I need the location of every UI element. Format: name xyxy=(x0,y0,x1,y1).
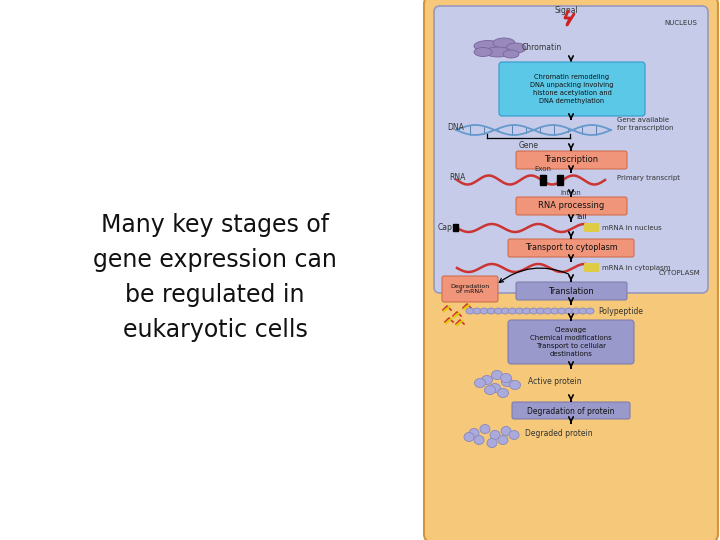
Ellipse shape xyxy=(474,48,492,57)
Ellipse shape xyxy=(487,438,497,448)
Ellipse shape xyxy=(523,308,531,314)
Ellipse shape xyxy=(482,375,492,384)
FancyBboxPatch shape xyxy=(516,197,627,215)
FancyBboxPatch shape xyxy=(424,0,718,540)
Ellipse shape xyxy=(536,308,544,314)
Text: Degradation of protein: Degradation of protein xyxy=(527,407,615,415)
Ellipse shape xyxy=(485,386,495,395)
Text: mRNA in nucleus: mRNA in nucleus xyxy=(602,225,662,231)
Ellipse shape xyxy=(492,370,503,380)
Ellipse shape xyxy=(474,435,484,444)
Text: DNA: DNA xyxy=(447,124,464,132)
Text: CYTOPLASM: CYTOPLASM xyxy=(658,270,700,276)
Ellipse shape xyxy=(500,374,511,382)
Ellipse shape xyxy=(490,383,500,393)
FancyBboxPatch shape xyxy=(508,239,634,257)
Ellipse shape xyxy=(529,308,538,314)
Text: Degradation
of mRNA: Degradation of mRNA xyxy=(451,284,490,294)
Ellipse shape xyxy=(502,377,513,387)
Text: eukaryotic cells: eukaryotic cells xyxy=(122,318,307,342)
Ellipse shape xyxy=(473,308,481,314)
Text: Translation: Translation xyxy=(548,287,594,295)
Ellipse shape xyxy=(485,47,511,57)
Text: Gene: Gene xyxy=(518,141,539,150)
Ellipse shape xyxy=(493,38,515,48)
Text: Cleavage
Chemical modifications
Transport to cellular
destinations: Cleavage Chemical modifications Transpor… xyxy=(530,327,612,357)
Ellipse shape xyxy=(510,381,521,389)
Text: RNA: RNA xyxy=(449,173,465,183)
Ellipse shape xyxy=(480,308,488,314)
Ellipse shape xyxy=(509,430,519,440)
Ellipse shape xyxy=(498,435,508,444)
Text: Transcription: Transcription xyxy=(544,156,598,165)
FancyBboxPatch shape xyxy=(584,223,599,232)
Ellipse shape xyxy=(474,379,485,388)
FancyBboxPatch shape xyxy=(516,282,627,300)
Text: Cap: Cap xyxy=(437,224,452,233)
Ellipse shape xyxy=(469,429,479,437)
Ellipse shape xyxy=(501,427,511,435)
Text: be regulated in: be regulated in xyxy=(125,283,305,307)
Text: Signal: Signal xyxy=(554,6,578,15)
Text: Tail: Tail xyxy=(575,214,586,220)
Ellipse shape xyxy=(474,40,502,51)
Ellipse shape xyxy=(480,424,490,434)
Bar xyxy=(453,224,458,231)
Text: Chromatin remodeling
DNA unpacking involving
histone acetylation and
DNA demethy: Chromatin remodeling DNA unpacking invol… xyxy=(530,74,613,104)
Text: NUCLEUS: NUCLEUS xyxy=(664,20,697,26)
FancyBboxPatch shape xyxy=(442,276,498,302)
Ellipse shape xyxy=(579,308,587,314)
Bar xyxy=(557,175,563,185)
Text: Primary transcript: Primary transcript xyxy=(617,175,680,181)
FancyBboxPatch shape xyxy=(434,6,708,293)
Ellipse shape xyxy=(572,308,580,314)
Text: gene expression can: gene expression can xyxy=(93,248,337,272)
Text: Intron: Intron xyxy=(561,190,581,196)
Ellipse shape xyxy=(503,50,519,58)
Ellipse shape xyxy=(551,308,559,314)
Text: Chromatin: Chromatin xyxy=(522,43,562,51)
Ellipse shape xyxy=(501,308,509,314)
Ellipse shape xyxy=(464,433,474,442)
FancyBboxPatch shape xyxy=(512,402,630,419)
Ellipse shape xyxy=(494,308,503,314)
Ellipse shape xyxy=(466,308,474,314)
Text: mRNA in cytoplasm: mRNA in cytoplasm xyxy=(602,265,670,271)
FancyBboxPatch shape xyxy=(499,62,645,116)
Text: Polypeptide: Polypeptide xyxy=(598,307,643,315)
Ellipse shape xyxy=(487,308,495,314)
FancyBboxPatch shape xyxy=(516,151,627,169)
Text: Degraded protein: Degraded protein xyxy=(525,429,593,438)
Ellipse shape xyxy=(516,308,523,314)
Ellipse shape xyxy=(586,308,594,314)
Ellipse shape xyxy=(564,308,573,314)
Ellipse shape xyxy=(508,308,516,314)
Text: Exon: Exon xyxy=(534,166,552,172)
FancyBboxPatch shape xyxy=(584,263,599,272)
Ellipse shape xyxy=(558,308,566,314)
Text: Transport to cytoplasm: Transport to cytoplasm xyxy=(525,244,617,253)
Ellipse shape xyxy=(490,430,500,440)
FancyBboxPatch shape xyxy=(508,320,634,364)
Ellipse shape xyxy=(544,308,552,314)
Text: Gene available
for transcription: Gene available for transcription xyxy=(617,117,673,131)
Text: Active protein: Active protein xyxy=(528,376,582,386)
Text: RNA processing: RNA processing xyxy=(538,201,604,211)
Bar xyxy=(540,175,546,185)
Ellipse shape xyxy=(498,388,508,397)
Ellipse shape xyxy=(506,43,526,53)
Text: Many key stages of: Many key stages of xyxy=(101,213,329,237)
